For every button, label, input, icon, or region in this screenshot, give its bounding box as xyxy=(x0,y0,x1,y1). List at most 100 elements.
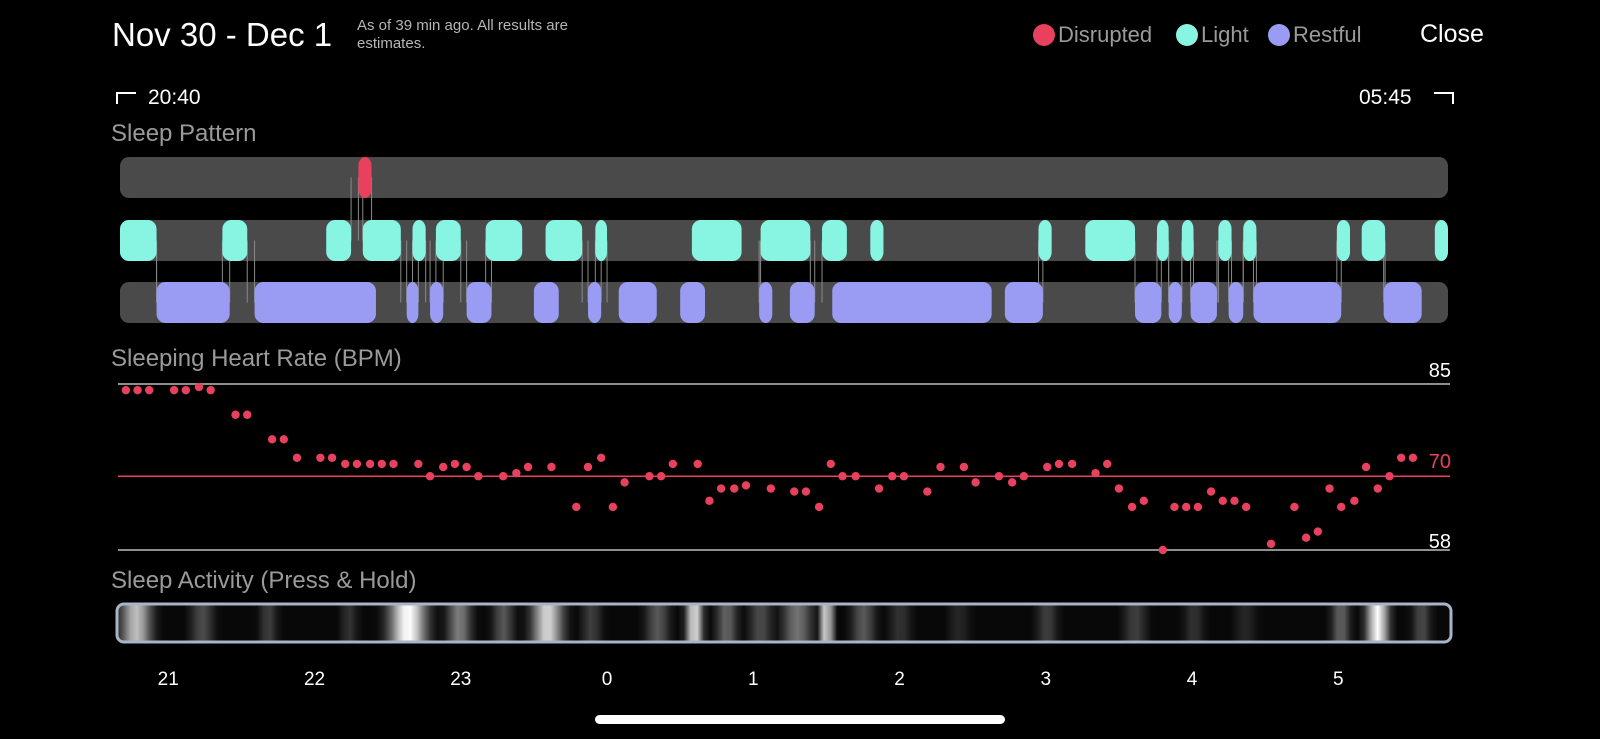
restful-segment xyxy=(1383,282,1422,323)
hour-tick-label: 0 xyxy=(601,669,613,690)
hr-point xyxy=(572,502,581,512)
range-start-bracket-icon xyxy=(116,92,136,104)
hr-point xyxy=(450,459,460,469)
hr-point xyxy=(705,496,714,506)
hr-point xyxy=(899,472,909,481)
hr-point xyxy=(583,462,593,472)
heart-rate-chart: 85 70 58 xyxy=(118,360,1451,555)
hr-point xyxy=(693,459,702,469)
hr-point xyxy=(425,472,435,481)
disrupted-segment xyxy=(358,157,372,198)
average-label: 70 xyxy=(1429,451,1451,473)
close-button[interactable]: Close xyxy=(1420,20,1484,48)
restful-segment xyxy=(1004,282,1043,323)
hr-point xyxy=(1361,462,1371,472)
restful-segment xyxy=(466,282,492,323)
hr-point xyxy=(169,385,179,395)
restful-segment xyxy=(588,282,602,323)
hr-point xyxy=(971,478,980,487)
hr-point xyxy=(1158,545,1168,555)
hr-point xyxy=(959,462,969,472)
home-indicator[interactable] xyxy=(595,715,1005,724)
legend-label: Restful xyxy=(1293,22,1362,47)
hr-point xyxy=(181,385,191,395)
light-segment xyxy=(595,220,608,261)
light-segment xyxy=(412,220,426,261)
hr-point xyxy=(231,410,240,419)
restful-segment xyxy=(1168,282,1182,323)
hr-point xyxy=(801,487,811,496)
hr-point xyxy=(923,487,932,496)
hr-point xyxy=(1007,478,1017,487)
hr-point xyxy=(462,462,471,472)
hour-tick-label: 2 xyxy=(894,669,905,690)
hr-point xyxy=(1043,462,1052,472)
hr-point xyxy=(206,385,215,395)
hr-point xyxy=(1127,502,1137,512)
light-segment xyxy=(1218,220,1232,261)
lane-restful xyxy=(120,282,1448,323)
hr-point xyxy=(279,435,289,444)
hr-point xyxy=(243,410,252,419)
hr-point xyxy=(377,459,386,469)
light-dot-icon xyxy=(1176,24,1198,46)
legend-restful: Restful xyxy=(1268,22,1361,48)
restful-segment xyxy=(832,282,992,323)
restful-segment xyxy=(254,282,376,323)
hr-point xyxy=(439,462,448,472)
hr-point xyxy=(498,472,508,481)
restful-segment xyxy=(1253,282,1342,323)
min-label: 58 xyxy=(1429,531,1451,553)
restful-segment xyxy=(618,282,657,323)
hour-tick-label: 4 xyxy=(1186,669,1198,690)
restful-segment xyxy=(156,282,230,323)
legend-label: Disrupted xyxy=(1058,22,1153,47)
hr-point xyxy=(851,472,860,481)
light-segment xyxy=(1361,220,1386,261)
hr-point xyxy=(414,459,423,469)
hr-point xyxy=(656,472,666,481)
hr-point xyxy=(523,462,533,472)
hr-point xyxy=(1114,484,1124,493)
light-segment xyxy=(1336,220,1351,261)
hr-point xyxy=(1408,453,1418,462)
heart-rate-title: Sleeping Heart Rate (BPM) xyxy=(111,345,402,372)
restful-segment xyxy=(1228,282,1244,323)
disrupted-dot-icon xyxy=(1033,24,1055,46)
hr-point xyxy=(1313,527,1323,536)
hr-point xyxy=(133,385,142,395)
sleep-activity-title: Sleep Activity (Press & Hold) xyxy=(111,567,417,594)
hr-point xyxy=(766,484,776,493)
hr-point xyxy=(1206,487,1216,496)
restful-segment xyxy=(759,282,773,323)
hr-point xyxy=(874,484,884,493)
hr-point xyxy=(994,472,1004,481)
hr-point xyxy=(1067,459,1077,469)
hr-point xyxy=(121,385,131,395)
start-time: 20:40 xyxy=(148,86,201,109)
hr-point xyxy=(1230,496,1239,506)
hr-point xyxy=(620,478,629,487)
restful-segment xyxy=(406,282,419,323)
end-time: 05:45 xyxy=(1359,86,1412,109)
activity-strip xyxy=(115,602,1453,644)
hr-point xyxy=(668,459,678,469)
restful-dot-icon xyxy=(1268,24,1290,46)
hr-point xyxy=(645,472,654,481)
hr-point xyxy=(1019,472,1029,481)
lane-disrupted xyxy=(120,157,1448,198)
hr-point xyxy=(1241,502,1251,512)
light-segment xyxy=(485,220,523,261)
light-segment xyxy=(435,220,461,261)
hr-point xyxy=(1373,484,1382,493)
hr-point xyxy=(888,472,897,481)
hour-tick-label: 3 xyxy=(1040,669,1052,690)
light-segment xyxy=(1085,220,1136,261)
hr-point xyxy=(341,459,350,469)
light-segment xyxy=(326,220,352,261)
hr-point xyxy=(474,472,483,481)
light-segment xyxy=(1156,220,1169,261)
hr-point xyxy=(389,459,398,469)
hr-point xyxy=(316,453,325,462)
